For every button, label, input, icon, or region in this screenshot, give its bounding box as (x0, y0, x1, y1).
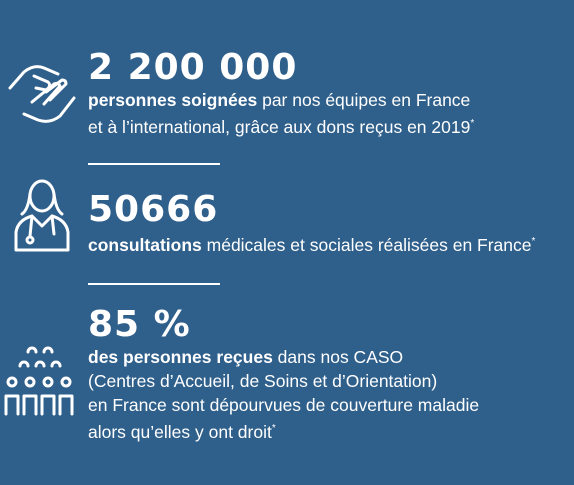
footnote-mark: * (470, 118, 475, 129)
stat-value: 2 200 000 (88, 47, 298, 88)
stat-text: alors qu’elles y ont droit* (88, 421, 276, 442)
stat-text-rest: dans nos CASO (272, 347, 404, 367)
stat: 2 200 000 personnes soignées par nos équi… (88, 48, 474, 139)
footnote-mark: * (271, 423, 276, 434)
people-icon (4, 346, 74, 416)
footnote-mark: * (531, 236, 536, 247)
stat-bold-text: personnes soignées (88, 90, 258, 110)
stat-text-rest: médicales et sociales réalisées en Franc… (201, 234, 532, 255)
stat-bold-text: consultations (88, 234, 202, 255)
stat-text: consultations médicales et sociales réal… (88, 230, 535, 257)
stat-value: 85 % (88, 304, 191, 345)
stat-text: des personnes reçues dans nos CASO (88, 345, 479, 369)
stat: 85 % des personnes reçues dans nos CASO (C… (88, 305, 479, 444)
separator (88, 163, 220, 165)
stat-text: et à l’international, grâce aux dons reç… (88, 116, 475, 137)
stat-text: en France sont dépourvues de couverture … (88, 395, 480, 415)
stat-text: (Centres d’Accueil, de Soins et d’Orient… (88, 371, 438, 391)
hands-icon (8, 65, 76, 123)
stat-bold-text: des personnes reçues (88, 347, 273, 367)
doctor-icon (14, 179, 70, 252)
stat-text: personnes soignées par nos équipes en Fr… (88, 88, 474, 112)
stat-value: 50666 (88, 189, 219, 230)
stat-text-rest: par nos équipes en France (257, 90, 471, 110)
stat: 50666 consultations médicales et sociales… (88, 190, 535, 257)
separator (88, 283, 220, 285)
